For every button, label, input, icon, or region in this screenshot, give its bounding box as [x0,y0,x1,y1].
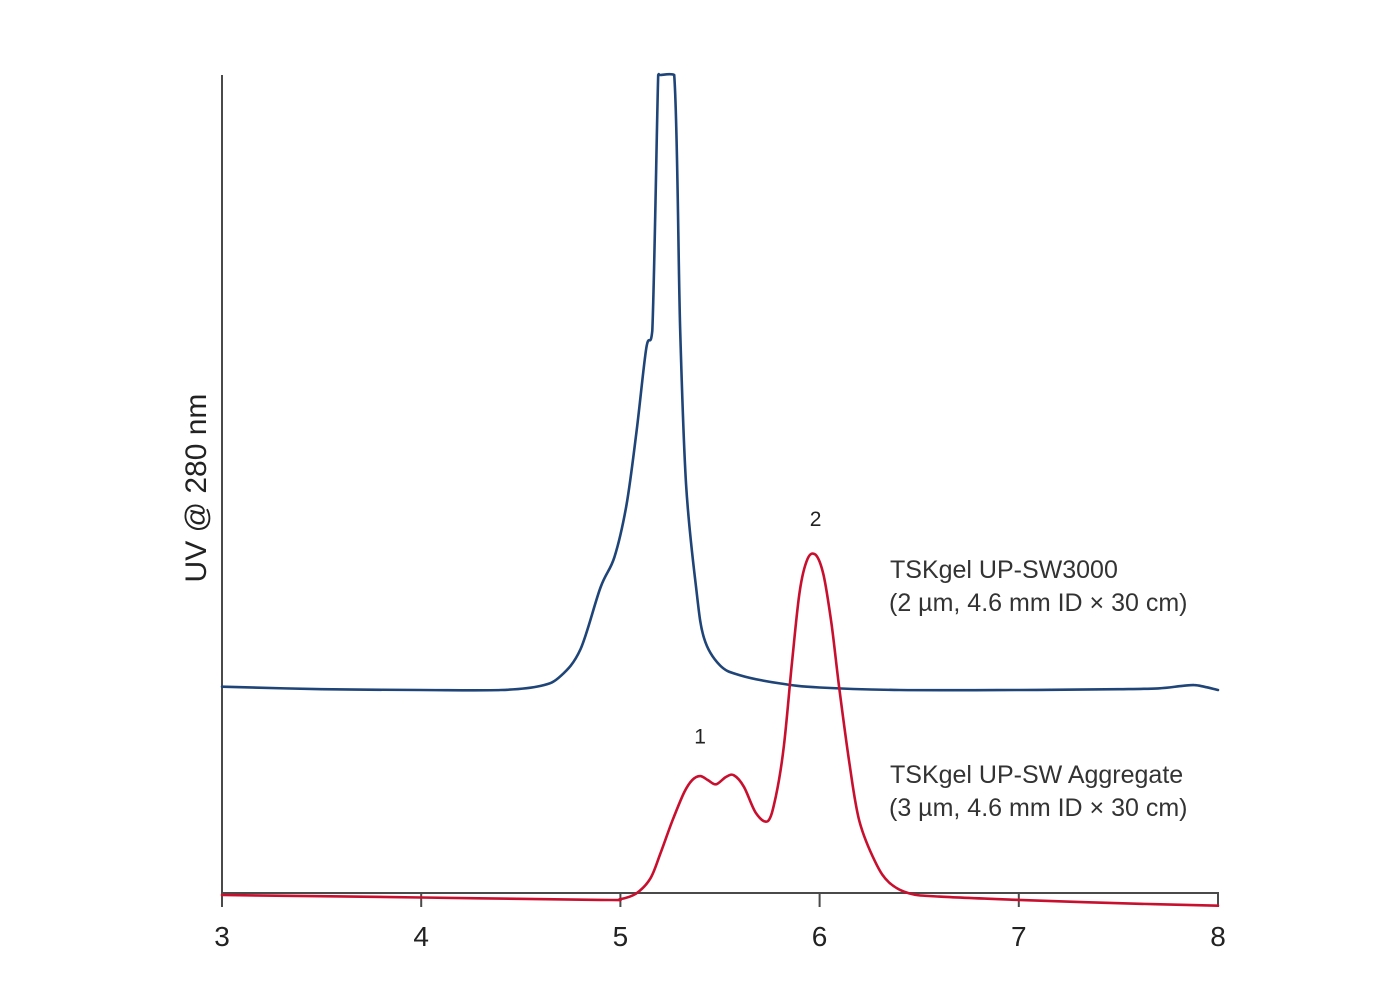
x-tick-label-4: 4 [413,921,429,952]
peak-annotations: 12 [694,508,821,748]
x-tick-label-3: 3 [214,921,230,952]
y-axis-label: UV @ 280 nm [180,394,213,583]
trace-up-sw-aggregate [220,552,1220,907]
x-tick-label-6: 6 [812,921,828,952]
peak-label-1: 1 [694,725,706,748]
x-axis-ticks: 3 4 5 6 7 8 [214,893,1226,952]
series-subtitle-up-sw3000: (2 µm, 4.6 mm ID × 30 cm) [889,589,1188,617]
x-tick-label-7: 7 [1011,921,1027,952]
trace-up-sw3000 [220,72,1220,692]
series-label-up-sw-aggregate: TSKgel UP-SW Aggregate [890,761,1183,789]
series-subtitle-up-sw-aggregate: (3 µm, 4.6 mm ID × 30 cm) [889,794,1188,822]
x-tick-label-8: 8 [1210,921,1226,952]
peak-label-2: 2 [810,508,822,531]
chromatogram-traces [220,72,1220,907]
x-tick-label-5: 5 [613,921,629,952]
series-label-up-sw3000: TSKgel UP-SW3000 [890,556,1118,584]
